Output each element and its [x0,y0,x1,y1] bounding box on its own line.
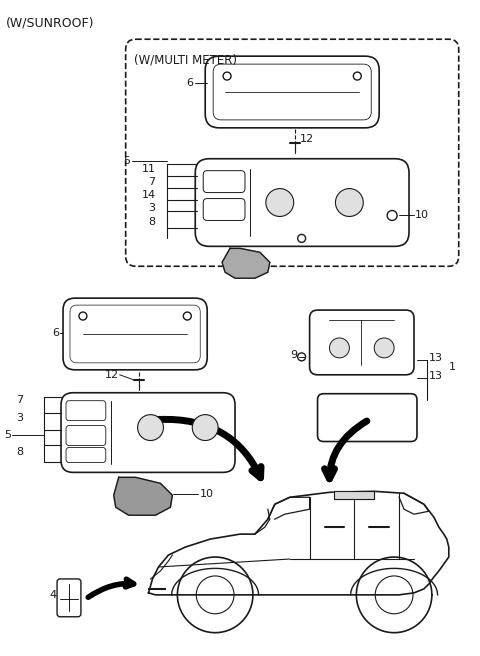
Text: 6: 6 [52,328,59,338]
Text: 10: 10 [200,489,214,499]
FancyBboxPatch shape [63,298,207,370]
Text: 5: 5 [124,155,131,166]
Text: 8: 8 [16,447,23,457]
Text: 8: 8 [148,217,156,228]
FancyBboxPatch shape [57,579,81,617]
Text: 7: 7 [148,176,156,186]
Text: (W/SUNROOF): (W/SUNROOF) [6,16,95,30]
FancyBboxPatch shape [205,56,379,128]
Circle shape [336,188,363,216]
Text: 12: 12 [105,370,119,380]
Text: 9: 9 [290,350,298,360]
FancyBboxPatch shape [318,394,417,441]
FancyBboxPatch shape [61,393,235,472]
FancyBboxPatch shape [195,159,409,247]
Circle shape [192,415,218,441]
Text: 7: 7 [16,395,23,405]
Text: 5: 5 [4,430,12,440]
Polygon shape [335,491,374,499]
Text: 14: 14 [142,190,156,199]
Polygon shape [222,249,270,278]
Circle shape [138,415,164,441]
FancyBboxPatch shape [126,39,459,266]
Text: 13: 13 [429,371,443,380]
Text: 3: 3 [148,203,156,213]
Text: 3: 3 [16,413,23,422]
Text: 1: 1 [449,362,456,372]
Text: 10: 10 [415,211,429,220]
Text: 13: 13 [429,353,443,363]
Circle shape [266,188,294,216]
FancyBboxPatch shape [310,310,414,375]
Text: 11: 11 [142,164,156,174]
Text: 12: 12 [300,134,314,144]
Circle shape [329,338,349,358]
Circle shape [374,338,394,358]
Polygon shape [114,478,172,515]
Text: 6: 6 [186,78,193,88]
Text: 4: 4 [49,590,56,600]
Text: (W/MULTI METER): (W/MULTI METER) [133,53,237,66]
